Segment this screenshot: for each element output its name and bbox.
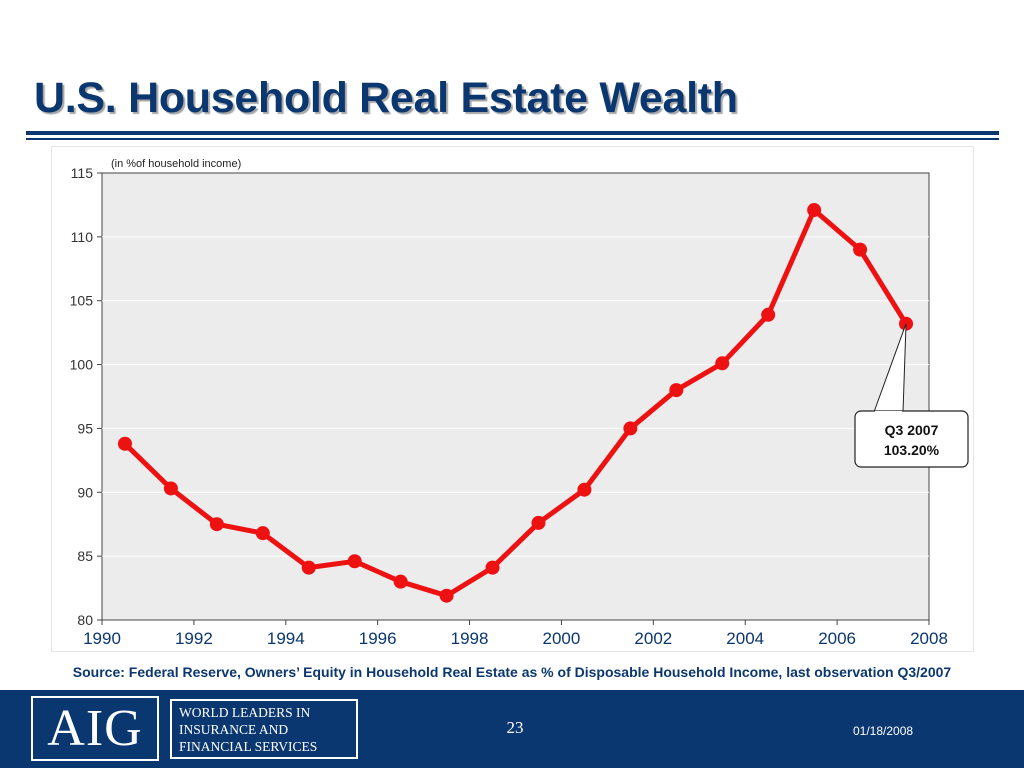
tagline-line: WORLD LEADERS IN — [179, 705, 311, 720]
tagline-line: FINANCIAL SERVICES — [179, 739, 318, 754]
data-point — [623, 421, 638, 436]
y-tick-label: 85 — [77, 548, 93, 564]
x-tick-label: 2002 — [634, 629, 672, 648]
data-point — [117, 436, 132, 451]
page-number: 23 — [506, 718, 524, 737]
data-point — [853, 242, 868, 257]
data-point — [163, 481, 178, 496]
data-point — [393, 574, 408, 589]
y-tick-label: 110 — [71, 229, 94, 245]
data-point — [807, 203, 822, 218]
y-tick-label: 80 — [77, 612, 93, 628]
line-chart: 80 85 90 95 100 105 110 115 1990 1992 1994 1996 1998… — [70, 158, 969, 648]
tagline-box: WORLD LEADERS IN INSURANCE AND FINANCIAL… — [170, 699, 358, 759]
slide-title: U.S. Household Real Estate Wealth — [34, 74, 738, 122]
tagline-line: INSURANCE AND — [179, 722, 289, 737]
x-tick-label: 1998 — [451, 629, 489, 648]
plot-area — [101, 172, 930, 621]
x-tick-label: 2008 — [910, 629, 948, 648]
y-tick-label: 100 — [70, 357, 94, 373]
data-point — [577, 482, 592, 497]
data-point — [761, 307, 776, 322]
data-point — [439, 588, 454, 603]
data-point — [531, 515, 546, 530]
x-tick-label: 1992 — [175, 629, 213, 648]
title-rule-thin — [26, 138, 999, 140]
data-point — [347, 554, 362, 569]
data-point — [301, 560, 316, 575]
x-tick-label: 1994 — [267, 629, 305, 648]
data-point — [669, 383, 684, 398]
y-tick-label: 95 — [77, 420, 93, 436]
y-tick-label: 115 — [71, 165, 94, 181]
data-point — [485, 560, 500, 575]
footer-bar: AIG WORLD LEADERS IN INSURANCE AND FINAN… — [0, 690, 1024, 768]
data-point — [715, 356, 730, 371]
y-axis-label: (in %of household income) — [111, 158, 241, 170]
aig-logo-text: AIG — [47, 699, 143, 757]
source-note: Source: Federal Reserve, Owners’ Equity … — [72, 664, 952, 680]
title-rule-thick — [26, 131, 999, 135]
x-tick-label: 1990 — [83, 629, 121, 648]
callout-box — [854, 410, 969, 468]
footer-date: 01/18/2008 — [853, 724, 914, 738]
x-tick-label: 2004 — [726, 629, 764, 648]
series-line — [122, 207, 909, 599]
y-tick-label: 90 — [77, 484, 93, 500]
callout-text: 103.20% — [884, 442, 940, 458]
callout-text: Q3 2007 — [885, 422, 939, 438]
aig-logo: AIG — [31, 696, 159, 761]
chart-panel: 80 85 90 95 100 105 110 115 1990 1992 1994 1996 1998… — [51, 146, 974, 652]
x-tick-label: 1996 — [359, 629, 397, 648]
x-tick-label: 2006 — [818, 629, 856, 648]
data-point — [255, 526, 270, 541]
y-tick-label: 105 — [70, 293, 94, 309]
data-point — [209, 517, 224, 532]
x-tick-label: 2000 — [543, 629, 581, 648]
